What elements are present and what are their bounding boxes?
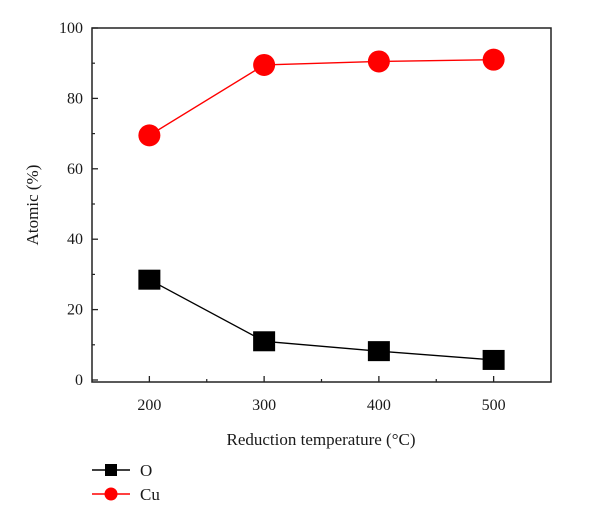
y-tick-label: 80 xyxy=(67,90,83,107)
data-point-cu xyxy=(367,50,390,73)
x-axis-title: Reduction temperature (°C) xyxy=(226,430,415,449)
plot-area-border xyxy=(91,27,552,383)
legend-label: O xyxy=(140,461,152,480)
x-axis-ticks: 200 300 400 500 xyxy=(137,376,506,414)
y-tick-label: 40 xyxy=(67,231,83,248)
x-tick-label: 200 xyxy=(137,397,161,414)
y-tick-label: 100 xyxy=(59,20,83,37)
x-tick-label: 300 xyxy=(252,397,276,414)
legend-item-cu: Cu xyxy=(92,485,160,504)
legend-marker-square xyxy=(105,464,117,476)
y-tick-label: 20 xyxy=(67,302,83,319)
data-point-o xyxy=(482,349,505,370)
x-tick-label: 500 xyxy=(482,397,506,414)
data-point-o xyxy=(253,331,276,352)
y-axis-ticks: 0 20 40 60 80 100 xyxy=(59,20,98,389)
data-point-cu xyxy=(482,48,505,71)
legend: O Cu xyxy=(92,461,160,504)
y-tick-label: 60 xyxy=(67,161,83,178)
plot-frame xyxy=(91,27,552,383)
series-line-cu xyxy=(149,58,494,136)
y-tick-label: 0 xyxy=(75,372,83,389)
data-point-o xyxy=(138,269,161,290)
data-point-o xyxy=(367,341,390,362)
y-axis-title: Atomic (%) xyxy=(23,165,42,246)
series-layer xyxy=(138,48,505,370)
legend-marker-circle xyxy=(104,487,118,501)
legend-label: Cu xyxy=(140,485,160,504)
data-point-cu xyxy=(253,53,276,76)
legend-item-o: O xyxy=(92,461,152,480)
series-line-o xyxy=(149,279,494,361)
x-tick-label: 400 xyxy=(367,397,391,414)
data-point-cu xyxy=(138,124,161,147)
